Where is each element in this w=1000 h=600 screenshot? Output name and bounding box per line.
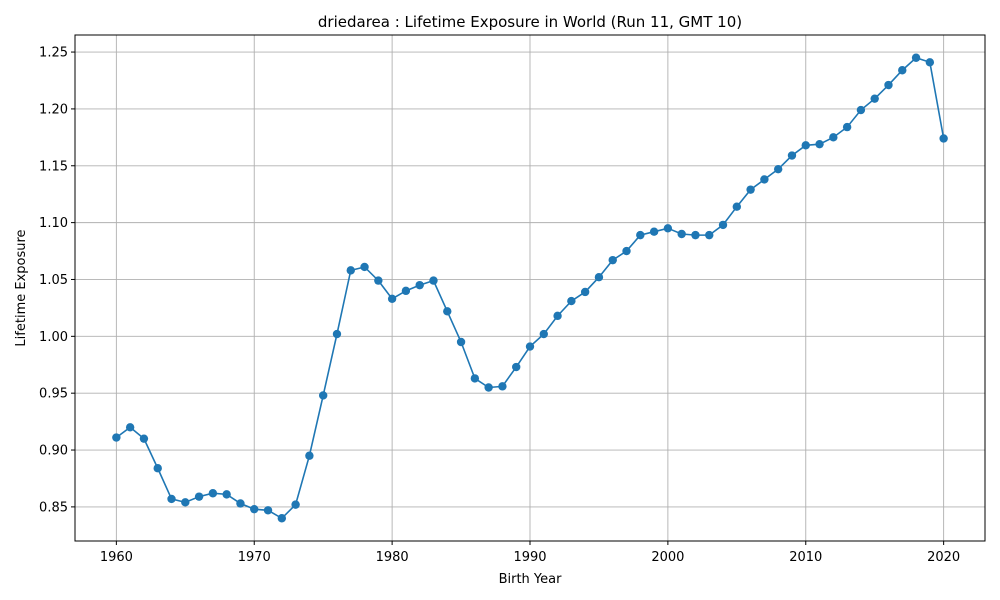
y-tick-label: 1.25 [39, 46, 68, 61]
data-point [677, 229, 686, 239]
data-point [415, 280, 424, 290]
data-point [663, 224, 673, 233]
data-point [925, 58, 935, 67]
data-point [815, 139, 824, 149]
data-point [718, 220, 728, 230]
data-point [291, 500, 300, 509]
y-tick-label: 0.95 [39, 387, 68, 402]
data-point [112, 433, 121, 442]
data-point [167, 494, 176, 504]
y-tick-label: 0.85 [39, 500, 68, 515]
data-point [498, 382, 507, 391]
data-point [374, 276, 383, 285]
series-layer [112, 53, 948, 523]
y-tick-label: 1.20 [39, 102, 68, 117]
x-tick-label: 1960 [100, 550, 133, 565]
x-tick-label: 1970 [238, 550, 271, 565]
data-point [360, 262, 369, 272]
data-point [553, 311, 562, 321]
data-point [939, 134, 948, 143]
data-point [277, 514, 287, 523]
data-point [539, 329, 548, 339]
data-point [787, 151, 797, 160]
y-tick-label: 1.15 [39, 159, 68, 174]
x-axis-label: Birth Year [499, 572, 563, 587]
data-point [829, 133, 838, 142]
data-point [194, 492, 204, 501]
y-tick-label: 1.10 [39, 216, 68, 231]
data-point [181, 498, 190, 507]
data-point [842, 122, 852, 132]
data-point [636, 230, 645, 240]
data-point [236, 499, 245, 508]
grid [75, 35, 985, 541]
data-point [649, 227, 659, 236]
data-point [153, 464, 162, 473]
x-tick-label: 2000 [651, 550, 684, 565]
data-point [456, 337, 466, 347]
data-point [429, 276, 438, 285]
data-point [773, 164, 783, 174]
chart-title: driedarea : Lifetime Exposure in World (… [318, 13, 742, 31]
data-point [622, 246, 631, 256]
data-point [608, 255, 617, 265]
data-point [801, 141, 810, 150]
data-point [250, 504, 259, 514]
axis-ticks: 1960 1970 1980 1990 2000 2010 2020 0.85 0.90 0.95… [39, 46, 960, 565]
data-point [125, 423, 135, 432]
x-tick-label: 1980 [376, 550, 409, 565]
data-point [580, 287, 590, 297]
data-point [305, 451, 314, 460]
data-point [898, 66, 907, 75]
data-point [525, 342, 535, 351]
data-point [870, 94, 879, 103]
data-point [567, 296, 576, 306]
data-point [263, 506, 273, 515]
data-point [346, 266, 355, 275]
y-tick-label: 1.00 [39, 330, 68, 345]
data-point [139, 434, 149, 443]
data-point [512, 362, 521, 372]
data-point [484, 383, 493, 392]
data-point [208, 489, 218, 498]
data-point [911, 53, 921, 62]
x-tick-label: 2020 [927, 550, 960, 565]
data-point [443, 307, 452, 316]
y-tick-label: 1.05 [39, 273, 68, 288]
data-point [318, 391, 328, 400]
data-point [746, 185, 755, 194]
data-point [732, 202, 742, 211]
data-point [760, 175, 769, 184]
data-point [401, 286, 411, 296]
y-axis-label: Lifetime Exposure [14, 229, 29, 346]
data-point [470, 374, 480, 383]
data-point [691, 230, 700, 240]
data-point [332, 329, 342, 339]
x-tick-label: 2010 [789, 550, 822, 565]
y-tick-label: 0.90 [39, 444, 68, 459]
data-point [594, 272, 604, 282]
data-point [856, 105, 866, 115]
x-tick-label: 1990 [513, 550, 546, 565]
data-point [387, 294, 397, 304]
data-point [884, 80, 893, 90]
data-point [705, 230, 714, 240]
data-point [222, 490, 231, 499]
